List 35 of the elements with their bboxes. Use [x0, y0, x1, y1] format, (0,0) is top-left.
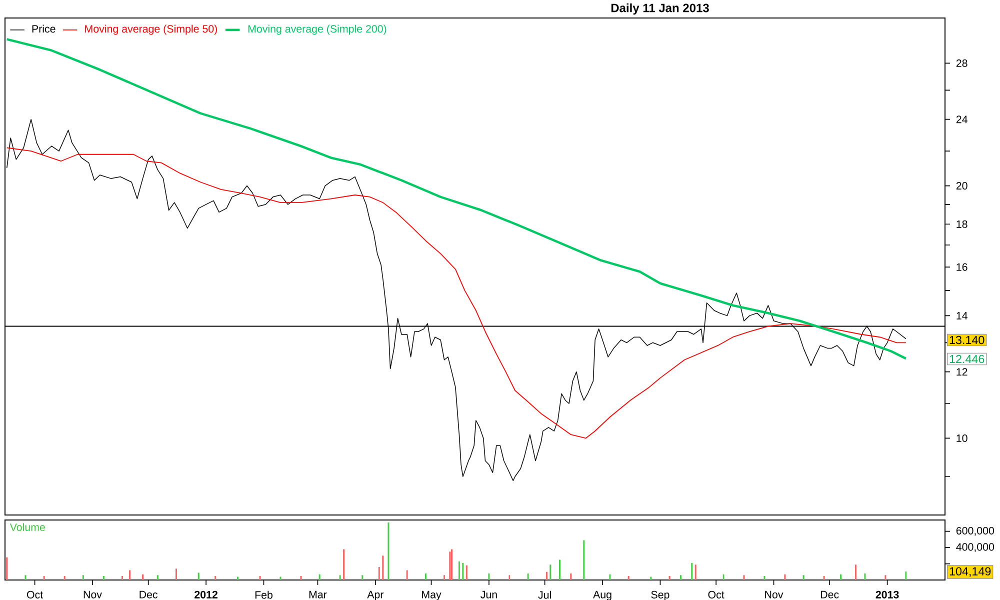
- x-tick-label: Apr: [367, 590, 384, 600]
- y-axis-title: Volume: [10, 523, 45, 532]
- chart-title: Daily 11 Jan 2013: [611, 3, 709, 15]
- y-tick-label: 16: [956, 263, 968, 271]
- y-tick-label: 12: [956, 368, 968, 376]
- x-tick-label: Nov: [765, 590, 784, 598]
- y-tick-label: 18: [956, 220, 968, 228]
- text: 12.446: [950, 354, 984, 364]
- x-tick-label: Jun: [480, 590, 497, 598]
- x-tick-label: Oct: [708, 590, 724, 598]
- x-tick-label: Jul: [538, 590, 551, 599]
- y-tick-label: 14: [956, 312, 968, 320]
- y-tick-label: 400,000: [956, 543, 994, 552]
- x-tick-label: Nov: [84, 590, 102, 598]
- y-tick-label: 600,000: [956, 526, 994, 536]
- x-tick-label: 2013: [876, 590, 899, 598]
- x-tick-label: 2012: [194, 590, 218, 598]
- legend-label: Price: [32, 24, 56, 33]
- line-series: [6, 38, 908, 360]
- y-tick-label: 28: [956, 59, 968, 67]
- y-tick-label: 24: [956, 116, 968, 124]
- x-tick-label: Aug: [593, 590, 612, 600]
- y-tick-label: 10: [956, 434, 968, 442]
- text: 104,149: [950, 567, 991, 577]
- legend-label: Moving average (Simple 200): [248, 24, 386, 35]
- x-tick-label: Dec: [140, 590, 158, 598]
- x-tick-label: May: [422, 590, 442, 600]
- legend-label: Moving average (Simple 50): [85, 24, 217, 35]
- line-series: [6, 147, 906, 439]
- x-tick-label: Dec: [820, 590, 839, 598]
- x-tick-label: Mar: [309, 590, 327, 598]
- y-tick-label: 20: [956, 182, 968, 190]
- text: 13.140: [950, 336, 984, 344]
- x-tick-label: Feb: [255, 590, 272, 599]
- x-tick-label: Oct: [26, 590, 43, 598]
